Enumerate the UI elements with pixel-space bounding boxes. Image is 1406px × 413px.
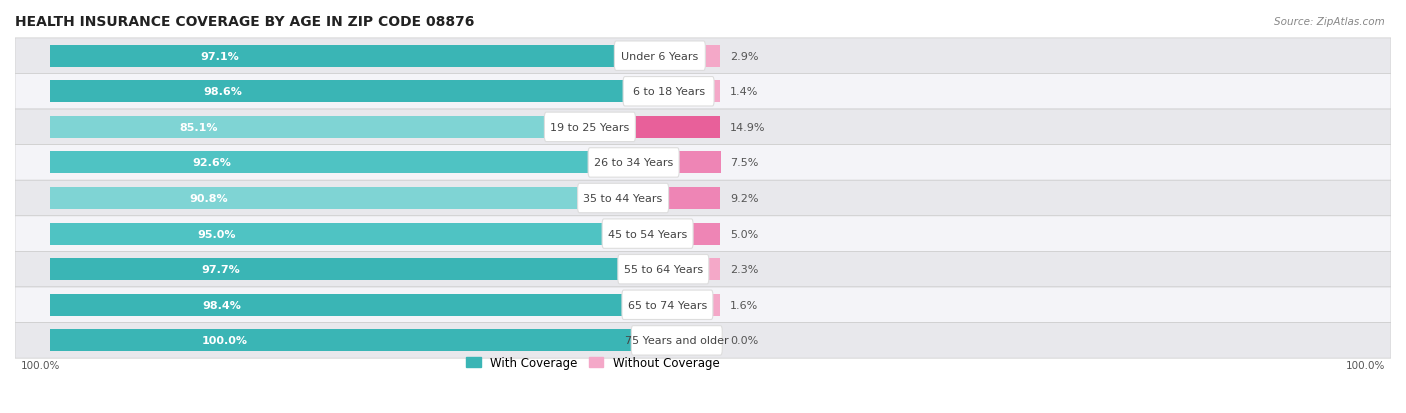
Text: 100.0%: 100.0% (21, 361, 60, 370)
Text: 65 to 74 Years: 65 to 74 Years (628, 300, 707, 310)
FancyBboxPatch shape (631, 326, 723, 355)
Legend: With Coverage, Without Coverage: With Coverage, Without Coverage (461, 351, 724, 373)
Bar (51, 188, 579, 209)
Bar (51, 152, 591, 174)
Text: 1.6%: 1.6% (730, 300, 758, 310)
Text: 85.1%: 85.1% (180, 123, 218, 133)
FancyBboxPatch shape (15, 74, 1391, 110)
FancyBboxPatch shape (602, 219, 693, 249)
Text: 2.3%: 2.3% (730, 265, 758, 275)
Text: Source: ZipAtlas.com: Source: ZipAtlas.com (1274, 17, 1385, 26)
Text: 90.8%: 90.8% (190, 194, 228, 204)
Text: 14.9%: 14.9% (730, 123, 765, 133)
Bar (666, 188, 720, 209)
Bar (692, 223, 720, 245)
Text: 98.6%: 98.6% (202, 87, 242, 97)
FancyBboxPatch shape (15, 323, 1391, 358)
Text: 1.4%: 1.4% (730, 87, 758, 97)
Text: 26 to 34 Years: 26 to 34 Years (593, 158, 673, 168)
Bar (51, 330, 633, 351)
Bar (711, 294, 720, 316)
FancyBboxPatch shape (15, 216, 1391, 252)
Text: 7.5%: 7.5% (730, 158, 759, 168)
Bar (707, 259, 720, 280)
Bar (51, 45, 616, 68)
Text: 55 to 64 Years: 55 to 64 Years (624, 265, 703, 275)
Text: 95.0%: 95.0% (197, 229, 235, 239)
Text: 9.2%: 9.2% (730, 194, 758, 204)
Text: 100.0%: 100.0% (1346, 361, 1385, 370)
Text: 6 to 18 Years: 6 to 18 Years (633, 87, 704, 97)
FancyBboxPatch shape (15, 287, 1391, 323)
Bar (51, 116, 546, 138)
FancyBboxPatch shape (614, 42, 706, 71)
FancyBboxPatch shape (617, 255, 709, 284)
Bar (51, 223, 605, 245)
Bar (51, 81, 624, 103)
Text: 0.0%: 0.0% (730, 335, 758, 346)
FancyBboxPatch shape (588, 148, 679, 178)
Text: 100.0%: 100.0% (202, 335, 247, 346)
Text: Under 6 Years: Under 6 Years (621, 52, 699, 62)
FancyBboxPatch shape (15, 252, 1391, 287)
FancyBboxPatch shape (621, 290, 713, 320)
Text: 45 to 54 Years: 45 to 54 Years (607, 229, 688, 239)
Bar (51, 259, 620, 280)
Text: 92.6%: 92.6% (193, 158, 232, 168)
Text: HEALTH INSURANCE COVERAGE BY AGE IN ZIP CODE 08876: HEALTH INSURANCE COVERAGE BY AGE IN ZIP … (15, 15, 474, 29)
FancyBboxPatch shape (15, 181, 1391, 216)
Text: 35 to 44 Years: 35 to 44 Years (583, 194, 662, 204)
FancyBboxPatch shape (15, 110, 1391, 145)
FancyBboxPatch shape (15, 145, 1391, 181)
FancyBboxPatch shape (15, 39, 1391, 74)
Text: 75 Years and older: 75 Years and older (624, 335, 728, 346)
Text: 97.7%: 97.7% (201, 265, 240, 275)
Bar (51, 294, 624, 316)
Bar (634, 116, 720, 138)
Bar (703, 45, 720, 68)
Bar (713, 81, 720, 103)
Text: 97.1%: 97.1% (201, 52, 239, 62)
Bar (678, 152, 721, 174)
Text: 98.4%: 98.4% (202, 300, 242, 310)
Text: 5.0%: 5.0% (730, 229, 758, 239)
Text: 2.9%: 2.9% (730, 52, 758, 62)
FancyBboxPatch shape (544, 113, 636, 142)
FancyBboxPatch shape (623, 77, 714, 107)
FancyBboxPatch shape (578, 184, 669, 213)
Text: 19 to 25 Years: 19 to 25 Years (550, 123, 630, 133)
